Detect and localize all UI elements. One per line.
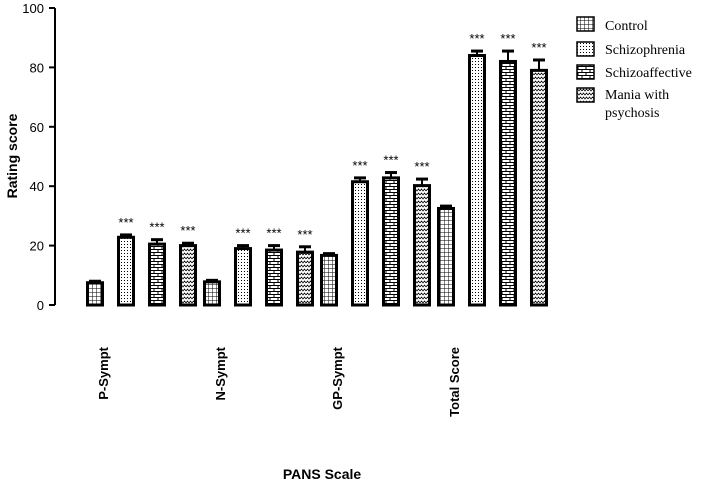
y-axis-title: Rating score — [4, 113, 20, 198]
x-axis-title: PANS Scale — [283, 466, 362, 482]
legend-swatch-mania — [576, 87, 595, 103]
bar-mania-with-psychosis-p-sympt — [179, 244, 197, 307]
bar-control-total-score — [437, 206, 455, 307]
y-tick-label: 20 — [30, 239, 44, 254]
axes: 0 20 40 60 80 100 — [22, 1, 56, 313]
category-label-n-sympt: N-Sympt — [213, 346, 228, 400]
legend-label-schizoaffective: Schizoaffective — [605, 66, 692, 81]
category-label-total-score: Total Score — [447, 347, 462, 417]
category-label-gp-sympt: GP-Sympt — [330, 346, 345, 410]
legend-label-schizophrenia: Schizophrenia — [605, 43, 686, 58]
bar-mania-with-psychosis-gp-sympt — [413, 184, 431, 307]
bar-schizophrenia-total-score — [468, 54, 486, 307]
legend-swatch-control — [576, 16, 595, 32]
significance-label: *** — [180, 223, 195, 238]
bar-schizophrenia-n-sympt — [234, 247, 252, 307]
bars-group: *** *** *** *** *** *** *** *** *** *** *** *** — [86, 31, 548, 307]
bar-schizoaffective-p-sympt — [148, 242, 166, 307]
legend-swatch-schizophrenia — [576, 41, 595, 57]
y-tick-label: 0 — [37, 298, 44, 313]
bar-schizoaffective-n-sympt — [265, 248, 283, 307]
bar-control-p-sympt — [86, 281, 104, 307]
bar-control-n-sympt — [203, 280, 221, 307]
significance-label: *** — [149, 220, 164, 235]
category-label-p-sympt: P-Sympt — [96, 346, 111, 399]
legend-label-mania-line1: Mania with — [605, 88, 669, 103]
significance-label: *** — [469, 31, 484, 46]
significance-label: *** — [266, 226, 281, 241]
significance-label: *** — [297, 227, 312, 242]
bar-schizophrenia-gp-sympt — [351, 180, 369, 307]
bar-schizophrenia-p-sympt — [117, 235, 135, 307]
bar-schizoaffective-total-score — [499, 59, 517, 307]
significance-label: *** — [531, 40, 546, 55]
y-tick-label: 100 — [22, 1, 44, 16]
bar-mania-with-psychosis-n-sympt — [296, 250, 314, 307]
bar-control-gp-sympt — [320, 253, 338, 307]
legend-label-mania-line2: psychosis — [605, 106, 659, 121]
legend-swatch-schizoaffective — [576, 64, 595, 80]
bar-mania-with-psychosis-total-score — [530, 68, 548, 307]
significance-label: *** — [118, 215, 133, 230]
legend-label-control: Control — [605, 19, 648, 34]
significance-label: *** — [352, 158, 367, 173]
y-tick-label: 40 — [30, 179, 44, 194]
legend: Control Schizophrenia Schizoaffective Ma… — [576, 16, 692, 121]
category-labels: P-Sympt N-Sympt GP-Sympt Total Score — [96, 346, 462, 417]
significance-label: *** — [383, 153, 398, 168]
y-tick-label: 80 — [30, 60, 44, 75]
y-tick-label: 60 — [30, 120, 44, 135]
significance-label: *** — [235, 226, 250, 241]
bar-schizoaffective-gp-sympt — [382, 176, 400, 307]
significance-label: *** — [414, 159, 429, 174]
significance-label: *** — [500, 31, 515, 46]
